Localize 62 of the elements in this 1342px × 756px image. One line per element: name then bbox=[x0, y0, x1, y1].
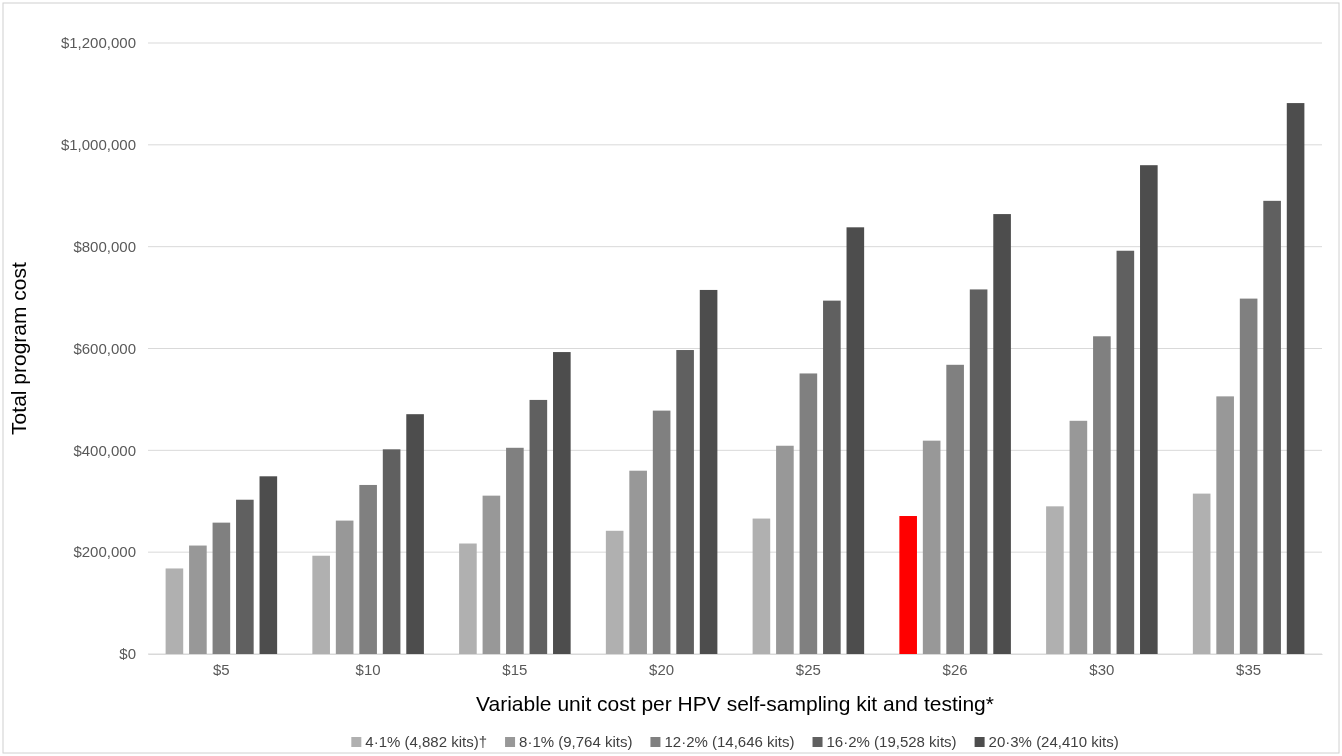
x-tick-label: $26 bbox=[942, 660, 968, 678]
x-tick-label: $30 bbox=[1089, 660, 1115, 678]
bar bbox=[382, 449, 401, 654]
x-tick-label: $35 bbox=[1236, 660, 1262, 678]
bar bbox=[1046, 506, 1064, 654]
y-tick-label: $1,200,000 bbox=[60, 34, 136, 52]
bar bbox=[236, 499, 254, 654]
bar bbox=[776, 445, 794, 654]
bar bbox=[946, 364, 964, 654]
bar bbox=[846, 227, 865, 654]
y-tick-label: $0 bbox=[119, 645, 136, 663]
bar bbox=[823, 300, 841, 654]
bar bbox=[629, 470, 647, 654]
bar bbox=[259, 476, 278, 654]
bar bbox=[1140, 165, 1158, 654]
x-axis-title: Variable unit cost per HPV self-sampling kit and testing* bbox=[476, 692, 994, 715]
legend-label: 8·1% (9,764 kits) bbox=[519, 733, 633, 750]
legend-label: 20·3% (24,410 kits) bbox=[988, 733, 1119, 750]
bar bbox=[922, 440, 941, 654]
y-axis-title: Total program cost bbox=[7, 261, 30, 435]
bar bbox=[335, 520, 354, 654]
bar bbox=[1093, 336, 1111, 654]
bar bbox=[312, 555, 330, 654]
bar bbox=[1239, 298, 1258, 654]
bar bbox=[529, 399, 548, 654]
bar bbox=[1286, 103, 1305, 654]
y-tick-label: $1,000,000 bbox=[60, 136, 136, 154]
bar bbox=[1116, 250, 1135, 654]
bar bbox=[165, 568, 184, 654]
x-tick-label: $10 bbox=[355, 660, 381, 678]
bar bbox=[189, 545, 207, 654]
bar bbox=[799, 373, 818, 654]
y-tick-label: $200,000 bbox=[73, 543, 136, 561]
bar bbox=[212, 522, 231, 654]
x-tick-label: $15 bbox=[502, 660, 528, 678]
bar bbox=[1216, 396, 1234, 654]
bar bbox=[1192, 493, 1211, 654]
bar bbox=[699, 289, 718, 654]
x-tick-label: $25 bbox=[795, 660, 821, 678]
bar bbox=[993, 214, 1011, 654]
bar bbox=[1069, 420, 1088, 654]
bar bbox=[506, 447, 524, 654]
bar bbox=[652, 410, 671, 654]
bar bbox=[676, 350, 694, 654]
legend-label: 4·1% (4,882 kits)† bbox=[365, 733, 488, 750]
bar bbox=[482, 495, 501, 654]
bar bbox=[1263, 200, 1281, 654]
x-tick-label: $5 bbox=[213, 660, 230, 678]
bar bbox=[359, 484, 377, 654]
y-tick-label: $600,000 bbox=[73, 339, 136, 357]
bar bbox=[969, 289, 988, 654]
bar bbox=[406, 414, 424, 654]
bar bbox=[459, 543, 477, 654]
legend-label: 16·2% (19,528 kits) bbox=[826, 733, 957, 750]
y-tick-label: $400,000 bbox=[73, 441, 136, 459]
bar bbox=[752, 518, 771, 654]
bar bbox=[899, 516, 917, 654]
bar bbox=[553, 352, 571, 654]
bar bbox=[605, 530, 624, 654]
legend-label: 12·2% (14,646 kits) bbox=[664, 733, 795, 750]
y-tick-label: $800,000 bbox=[73, 237, 136, 255]
x-tick-label: $20 bbox=[649, 660, 675, 678]
